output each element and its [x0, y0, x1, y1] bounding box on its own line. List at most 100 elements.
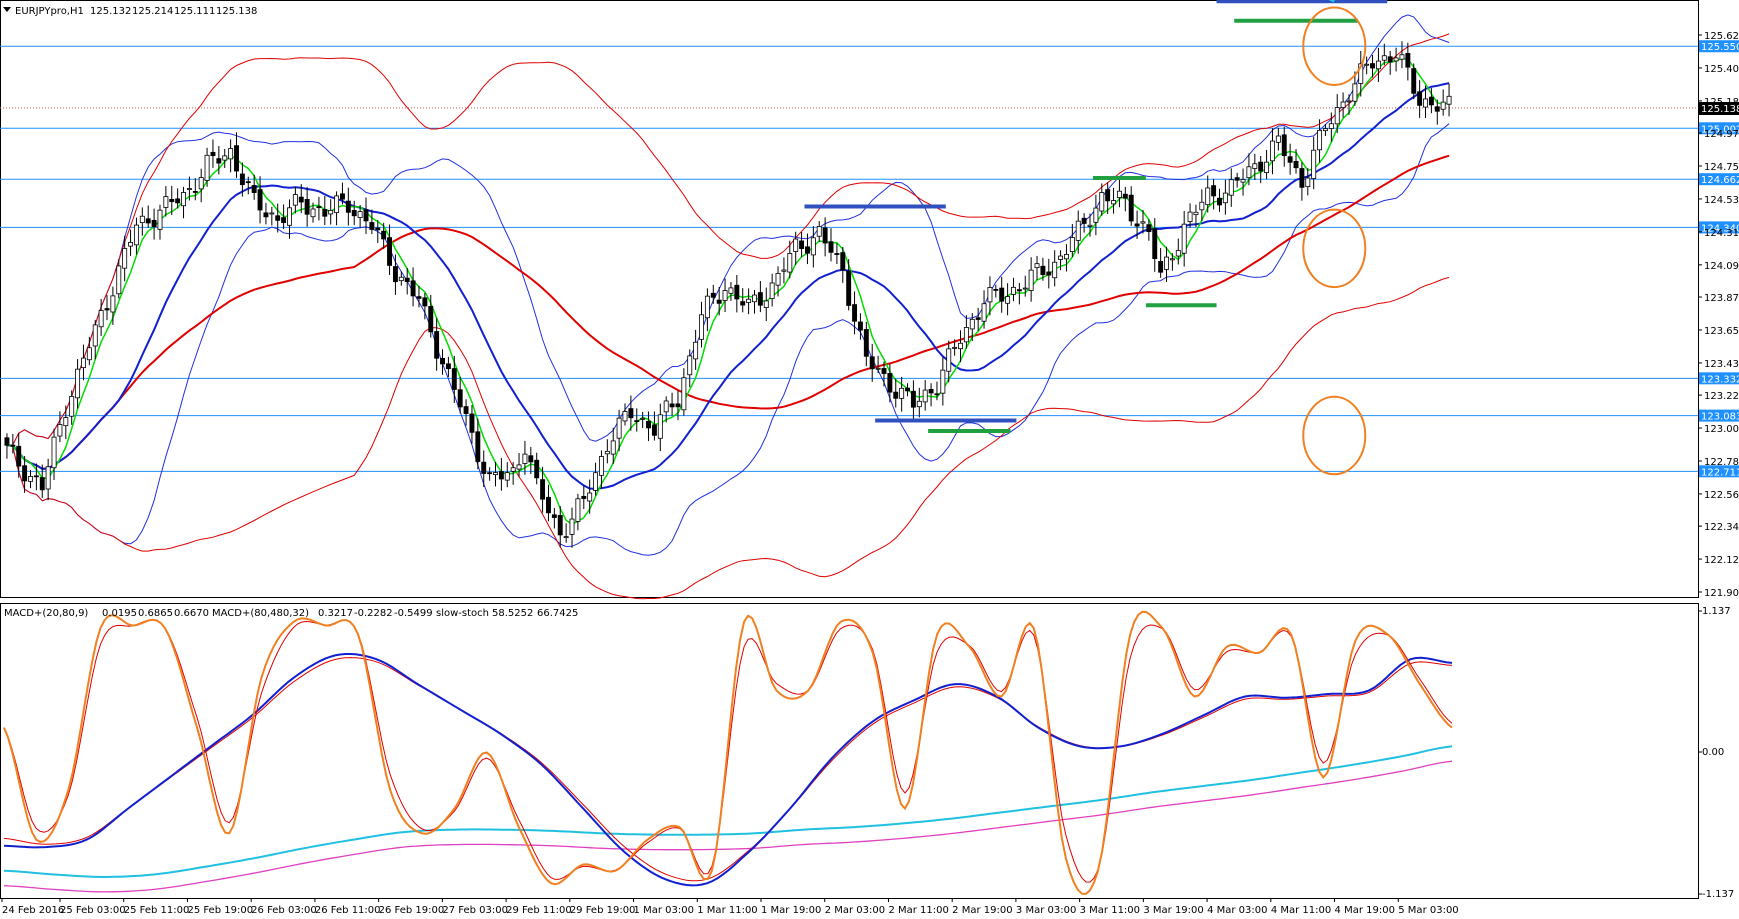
candle-body [981, 303, 987, 322]
candle-body [292, 194, 298, 206]
candle-body [1228, 179, 1234, 196]
candle-body [1063, 254, 1069, 260]
candle-body [304, 199, 310, 215]
candle-body [1399, 54, 1405, 60]
candle-body [1187, 211, 1193, 222]
candle-body [175, 198, 181, 204]
candle-body [1317, 129, 1323, 151]
macd1-value-3: 0.6670 [174, 608, 209, 619]
candle-body [934, 393, 940, 396]
candle-body [857, 321, 863, 331]
candle-body [1423, 98, 1428, 108]
candle-body [1358, 63, 1364, 84]
price-tick-label: 124.530 [1704, 195, 1739, 206]
candle-body [704, 295, 710, 319]
candle-body [781, 269, 787, 272]
price-tick-label: 122.780 [1704, 457, 1739, 468]
candle-body [345, 200, 351, 213]
price-tick-label: 124.970 [1704, 129, 1739, 140]
candle-body [351, 210, 357, 217]
candle-body [1299, 168, 1305, 188]
macd2-value-2: -0.2282 [354, 608, 393, 619]
candle-body [269, 212, 275, 215]
candle-body [546, 496, 551, 514]
time-tick-label: 2 Mar 19:00 [952, 905, 1012, 916]
candle-body [1205, 187, 1211, 206]
candle-body [763, 300, 769, 308]
candle-body [4, 437, 10, 446]
time-tick-label: 2 Mar 11:00 [888, 905, 948, 916]
candle-body [969, 318, 975, 330]
stoch-value-1: 58.5252 [492, 608, 533, 619]
candle-body [1434, 106, 1440, 112]
candle-body [1258, 161, 1264, 172]
candle-body [445, 363, 451, 370]
macd1-label: MACD+(20,80,9) [4, 608, 88, 619]
candle-body [675, 403, 681, 408]
level-badge [1699, 409, 1739, 422]
indicator-tick-zero: 0.00 [1702, 747, 1724, 758]
candle-body [493, 472, 498, 476]
candle-body [1075, 220, 1081, 241]
candle-body [1122, 193, 1128, 199]
candle-body [993, 288, 999, 291]
candle-body [899, 387, 905, 399]
candle-body [1446, 95, 1452, 105]
candle-body [622, 411, 628, 422]
candle-body [628, 408, 634, 419]
candle-body [540, 479, 546, 500]
candle-body [1364, 63, 1370, 66]
time-tick-label: 27 Feb 03:00 [442, 905, 508, 916]
candle-body [1016, 289, 1022, 292]
time-tick-label: 24 Feb 2016 [2, 905, 64, 916]
menu-dropdown-icon[interactable] [3, 7, 11, 12]
candle-body [946, 348, 952, 372]
candle-body [157, 209, 163, 230]
candle-body [1099, 192, 1105, 212]
candle-body [999, 287, 1005, 302]
candle-body [357, 211, 363, 218]
macd2-label: MACD+(80,480,32) [212, 608, 309, 619]
time-tick-label: 4 Mar 03:00 [1207, 905, 1267, 916]
candle-body [1087, 224, 1093, 227]
candle-body [746, 298, 752, 303]
candle-body [757, 292, 763, 306]
candle-body [1328, 123, 1334, 129]
candle-body [381, 230, 387, 240]
ohlc-high: 125.214 [132, 6, 173, 17]
horizontal-levels-layer: 125.550 125.002 124.662 124.340 123.332 123.0… [0, 40, 1739, 478]
price-axis-layer: 125.625125.405125.185124.970124.750124.5… [1698, 31, 1739, 599]
candle-body [1140, 221, 1146, 224]
candle-body [1352, 83, 1358, 102]
candle-body [1387, 56, 1393, 63]
candle-body [728, 287, 734, 294]
price-tick-label: 122.125 [1704, 555, 1739, 566]
candle-body [805, 246, 810, 254]
candle-body [45, 466, 51, 490]
candle-body [522, 453, 528, 464]
candle-body [1405, 52, 1411, 68]
candle-body [1158, 261, 1164, 273]
time-tick-label: 2 Mar 03:00 [825, 905, 885, 916]
candle-body [287, 207, 292, 226]
macd1-value-2: 0.6865 [138, 608, 173, 619]
candle-body [481, 461, 487, 474]
price-tick-label: 123.220 [1704, 391, 1739, 402]
candle-body [104, 308, 110, 311]
candle-body [487, 472, 493, 475]
candle-body [1169, 258, 1175, 261]
candle-body [657, 414, 663, 439]
candle-body [875, 367, 881, 370]
symbol-label: EURJPYpro,H1 [15, 6, 84, 17]
price-tick-label: 125.405 [1704, 64, 1739, 75]
candle-body [1375, 60, 1381, 70]
candle-body [51, 436, 57, 469]
candle-body [69, 395, 75, 417]
time-tick-label: 3 Mar 11:00 [1080, 905, 1140, 916]
candle-body [1028, 269, 1034, 291]
time-tick-label: 25 Feb 11:00 [124, 905, 190, 916]
candle-body [1022, 287, 1028, 290]
candle-body [1334, 107, 1340, 125]
candle-body [387, 237, 393, 266]
